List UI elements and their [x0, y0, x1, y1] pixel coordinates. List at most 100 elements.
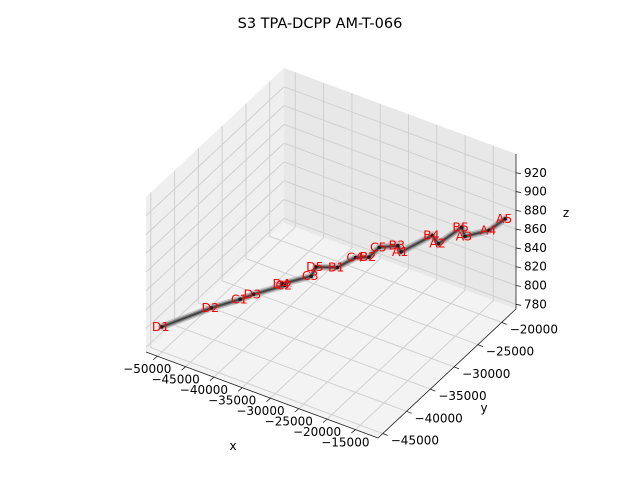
grid-line-z-right: [283, 142, 517, 230]
grid-line-y-floor: [174, 324, 407, 412]
y-axis-line: [377, 308, 517, 439]
grid-line-z-right: [283, 86, 517, 174]
grid-line-y-floor: [269, 235, 502, 323]
axes-panes: [146, 68, 516, 438]
y-tick-mark: [501, 321, 507, 325]
grid-line-z-left: [145, 161, 285, 292]
point-label-c4: C4: [346, 250, 363, 265]
z-tick-mark: [515, 247, 522, 250]
z-tick-mark: [515, 285, 522, 287]
point-label-d1: D1: [152, 319, 170, 334]
axes: [145, 154, 522, 439]
x-tick-mark: [351, 429, 356, 434]
grid-line-y-floor: [150, 347, 383, 435]
data-point: [430, 233, 435, 238]
point-label-b1: B1: [328, 259, 345, 274]
point-label-a2: A2: [429, 236, 446, 251]
data-point: [459, 225, 464, 230]
grid-line-y-floor: [198, 302, 431, 390]
z-tick-label: 860: [524, 222, 547, 236]
z-tick-label: 920: [524, 166, 547, 180]
data-point: [309, 274, 313, 278]
grid-line-x-floor: [156, 226, 296, 357]
data-point: [238, 297, 243, 302]
x-axis-label: x: [229, 439, 236, 453]
chart-title: S3 TPA-DCPP AM-T-066: [238, 16, 403, 32]
data-point: [396, 243, 400, 248]
z-tick-label: 820: [524, 260, 547, 274]
point-label-a1: A1: [392, 244, 409, 259]
grid-line-z-left: [145, 180, 285, 311]
data-point: [314, 265, 318, 269]
x-tick-mark: [237, 387, 243, 392]
grid-line-x-floor: [326, 289, 466, 420]
data-point: [399, 250, 403, 254]
x-tick-mark: [322, 418, 328, 423]
data-point: [436, 241, 441, 246]
data-point: [353, 255, 358, 260]
x-tick-mark: [294, 408, 300, 413]
z-tick-label: 880: [524, 203, 547, 217]
point-label-a5: A5: [496, 211, 513, 226]
data-point: [463, 234, 467, 239]
data-point: [209, 306, 214, 310]
data-point: [251, 292, 256, 297]
x-tick-label: −25000: [265, 415, 313, 429]
grid-line-x-floor: [355, 300, 494, 430]
x-tick-mark: [181, 366, 186, 371]
tick-labels: −50000−45000−40000−35000−30000−25000−200…: [123, 166, 558, 450]
data-point: [159, 325, 164, 329]
x-tick-mark: [209, 376, 215, 381]
grid-line-x-floor: [241, 258, 381, 389]
grid-line-x-floor: [185, 237, 324, 368]
data-surface: [158, 215, 509, 331]
z-tick-mark: [515, 172, 522, 175]
grid-line-z-right: [283, 217, 517, 305]
grid-line-z-left: [145, 142, 285, 273]
point-label-b2: B2: [360, 249, 377, 264]
y-tick-label: −40000: [415, 411, 463, 425]
point-label-a4: A4: [480, 222, 497, 237]
grid-line-z-right: [283, 105, 517, 193]
z-tick-mark: [515, 191, 522, 193]
z-tick-mark: [515, 228, 522, 231]
grid-line-z-left: [145, 123, 285, 254]
x-tick-label: −45000: [151, 373, 199, 387]
point-label-b3: B3: [389, 238, 406, 253]
x-tick-label: −20000: [293, 425, 341, 439]
pane-floor: [146, 223, 516, 438]
point-label-b4: B4: [423, 227, 440, 242]
grid-line-y-floor: [245, 258, 479, 346]
point-label-d5: D5: [306, 259, 324, 274]
y-tick-mark: [477, 344, 484, 347]
z-tick-mark: [515, 303, 522, 306]
pane-back-left: [146, 68, 284, 352]
point-label-c1: C1: [231, 291, 248, 306]
x-tick-label: −40000: [180, 383, 228, 397]
y-tick-label: −25000: [486, 345, 534, 359]
y-tick-label: −30000: [462, 367, 510, 381]
point-label-c3: C3: [302, 268, 319, 283]
data-point: [335, 265, 340, 270]
point-label-c2: C2: [275, 277, 292, 292]
x-axis-line: [145, 351, 379, 439]
x-tick-mark: [153, 355, 158, 360]
y-tick-mark: [382, 433, 388, 436]
grid-line-z-left: [145, 86, 285, 217]
grid-line-x-floor: [298, 279, 438, 409]
grid-line-z-right: [283, 123, 517, 211]
y-tick-mark: [406, 410, 412, 414]
z-tick-label: 780: [524, 297, 547, 311]
z-tick-label: 800: [524, 279, 547, 293]
data-point: [280, 282, 285, 286]
grid-line-z-right: [283, 180, 517, 268]
point-label-c5: C5: [370, 239, 387, 254]
z-tick-label: 840: [524, 241, 547, 255]
y-tick-mark: [430, 388, 436, 392]
grid-line-z-left: [145, 105, 285, 235]
x-tick-mark: [266, 397, 271, 402]
z-tick-mark: [515, 266, 522, 269]
